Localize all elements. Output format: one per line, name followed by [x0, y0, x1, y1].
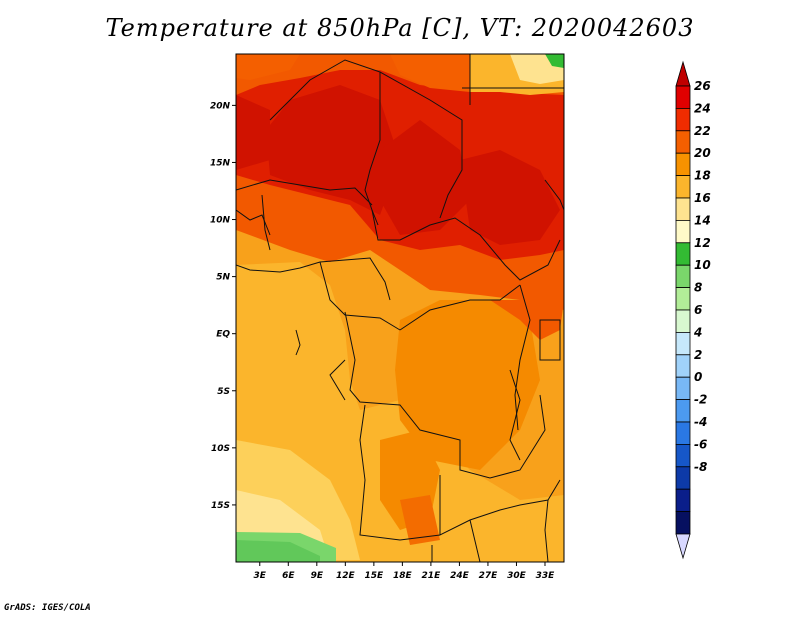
colorbar-label: 26: [694, 79, 711, 93]
colorbar-box: [675, 399, 691, 423]
colorbar-label: 2: [694, 348, 702, 362]
colorbar-label: 0: [694, 370, 702, 384]
lat-label: 5N: [216, 273, 230, 283]
colorbar-box: [675, 85, 691, 109]
colorbar-box: [675, 443, 691, 468]
colorbar-box: [675, 219, 691, 244]
colorbar-label: 14: [694, 213, 711, 227]
lat-label: 5S: [217, 387, 230, 397]
lon-label: 12E: [336, 571, 356, 581]
lon-label: 6E: [282, 571, 295, 581]
lat-label: 15S: [211, 501, 230, 511]
colorbar-box: [675, 511, 691, 535]
lat-label: 10N: [210, 216, 231, 226]
lon-label: 24E: [450, 571, 470, 581]
lon-label: 27E: [479, 571, 499, 581]
lat-label: EQ: [216, 330, 230, 340]
colorbar-box: [675, 309, 691, 333]
colorbar-label: -6: [694, 437, 707, 451]
colorbar-box: [675, 152, 691, 176]
colorbar-label: 18: [694, 169, 711, 183]
colorbar-label: 16: [694, 191, 711, 205]
map-frame: [235, 53, 565, 563]
colorbar-box: [675, 466, 691, 490]
lat-label: 20N: [210, 101, 231, 111]
lat-label: 15N: [210, 158, 231, 168]
colorbar-box: [675, 376, 691, 401]
colorbar-label: 4: [693, 325, 702, 339]
colorbar-box: [675, 488, 691, 513]
lon-label: 21E: [422, 571, 442, 581]
colorbar-box: [675, 175, 691, 199]
colorbar-box: [675, 130, 691, 154]
colorbar-box: [675, 331, 691, 356]
colorbar-label: 6: [694, 303, 702, 317]
lon-label: 3E: [254, 571, 267, 581]
lon-label: 30E: [507, 571, 527, 581]
colorbar-label: -8: [694, 460, 707, 474]
colorbar-box: [675, 421, 691, 445]
colorbar-label: -2: [694, 393, 707, 407]
lon-label: 9E: [311, 571, 324, 581]
latitude-axis: 20N 15N 10N 5N EQ 5S 10S 15S: [210, 101, 236, 511]
grads-credit: GrADS: IGES/COLA: [4, 603, 91, 613]
temperature-field: [236, 54, 564, 562]
colorbar-label: -4: [694, 415, 707, 429]
map-title: Temperature at 850hPa [C], VT: 202004260…: [105, 14, 695, 42]
colorbar-label: 8: [694, 281, 702, 295]
colorbar-label: 10: [694, 258, 711, 272]
colorbar-bottom-triangle: [675, 533, 691, 560]
colorbar-top-triangle: [675, 60, 691, 87]
country-borders: [236, 54, 564, 562]
colorbar-box: [675, 354, 691, 378]
colorbar-box: [675, 242, 691, 266]
lon-label: 33E: [536, 571, 556, 581]
longitude-axis: 3E 6E 9E 12E 15E 18E 21E 24E 27E 30E 33E: [254, 562, 556, 581]
colorbar-label: 24: [694, 101, 711, 115]
colorbar-label: 20: [694, 146, 711, 160]
colorbar-box: [675, 197, 691, 221]
lat-label: 10S: [211, 444, 230, 454]
lon-label: 18E: [393, 571, 413, 581]
colorbar-box: [675, 264, 691, 289]
colorbar-label: 22: [694, 124, 711, 138]
colorbar-box: [675, 287, 691, 311]
colorbar-box: [675, 108, 691, 132]
colorbar-label: 12: [694, 236, 711, 250]
lon-label: 15E: [365, 571, 385, 581]
